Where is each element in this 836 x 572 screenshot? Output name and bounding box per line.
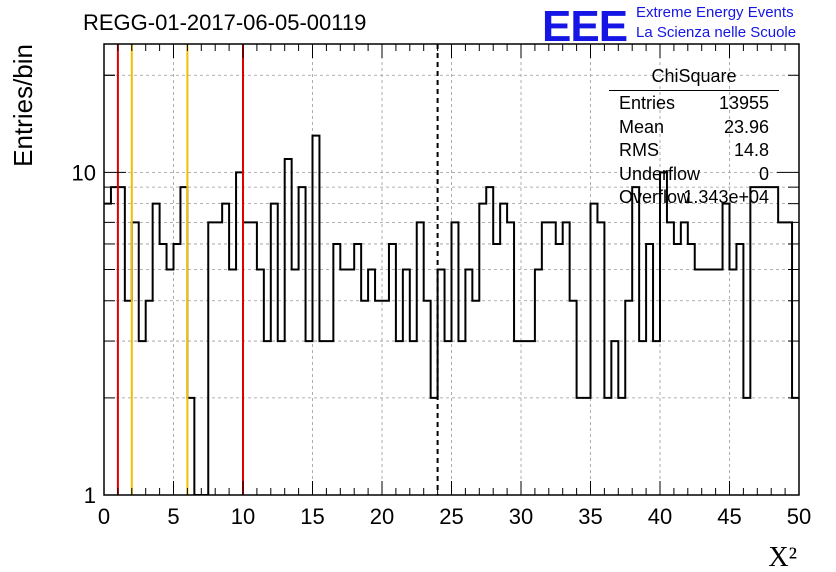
stats-key: Underflow bbox=[619, 163, 701, 184]
stats-row-entries: Entries 13955 bbox=[609, 91, 779, 115]
logo-line-2: La Scienza nelle Scuole bbox=[636, 24, 797, 41]
x-tick-label: 10 bbox=[231, 504, 255, 529]
stats-key: Overflow bbox=[619, 187, 691, 207]
y-tick-label: 1 bbox=[84, 483, 96, 508]
stats-value: 1.343e+04 bbox=[683, 187, 769, 207]
x-tick-label: 5 bbox=[167, 504, 179, 529]
stats-key: Mean bbox=[619, 116, 665, 137]
stats-row-rms: RMS 14.8 bbox=[609, 138, 779, 162]
stats-value: 14.8 bbox=[733, 140, 769, 160]
x-tick-label: 25 bbox=[439, 504, 463, 529]
stats-value: 13955 bbox=[718, 93, 769, 113]
y-tick-label: 10 bbox=[72, 160, 96, 185]
y-axis-label: Entries/bin bbox=[8, 44, 38, 167]
stats-value: 23.96 bbox=[723, 116, 769, 137]
stats-key: RMS bbox=[619, 140, 659, 160]
x-tick-label: 20 bbox=[370, 504, 394, 529]
x-tick-label: 15 bbox=[300, 504, 324, 529]
stats-value: 0 bbox=[758, 163, 769, 184]
logo-line-1: Extreme Energy Events bbox=[636, 4, 794, 21]
stats-title: ChiSquare bbox=[609, 66, 779, 91]
x-tick-label: 0 bbox=[98, 504, 110, 529]
x-axis-label: X² bbox=[768, 542, 797, 572]
stats-row-overflow: Overflow 1.343e+04 bbox=[609, 185, 779, 209]
x-tick-label: 45 bbox=[717, 504, 741, 529]
x-tick-label: 35 bbox=[578, 504, 602, 529]
plot-title: REGG-01-2017-06-05-00119 bbox=[83, 10, 367, 35]
stats-row-mean: Mean 23.96 bbox=[609, 115, 779, 139]
x-tick-label: 40 bbox=[648, 504, 672, 529]
stats-box: ChiSquare Entries 13955 Mean 23.96 RMS 1… bbox=[609, 66, 779, 209]
x-tick-label: 50 bbox=[787, 504, 811, 529]
eee-logo: EEE bbox=[542, 2, 628, 51]
histogram-series bbox=[104, 134, 799, 495]
x-tick-label: 30 bbox=[509, 504, 533, 529]
stats-row-underflow: Underflow 0 bbox=[609, 162, 779, 186]
stats-key: Entries bbox=[619, 93, 676, 113]
